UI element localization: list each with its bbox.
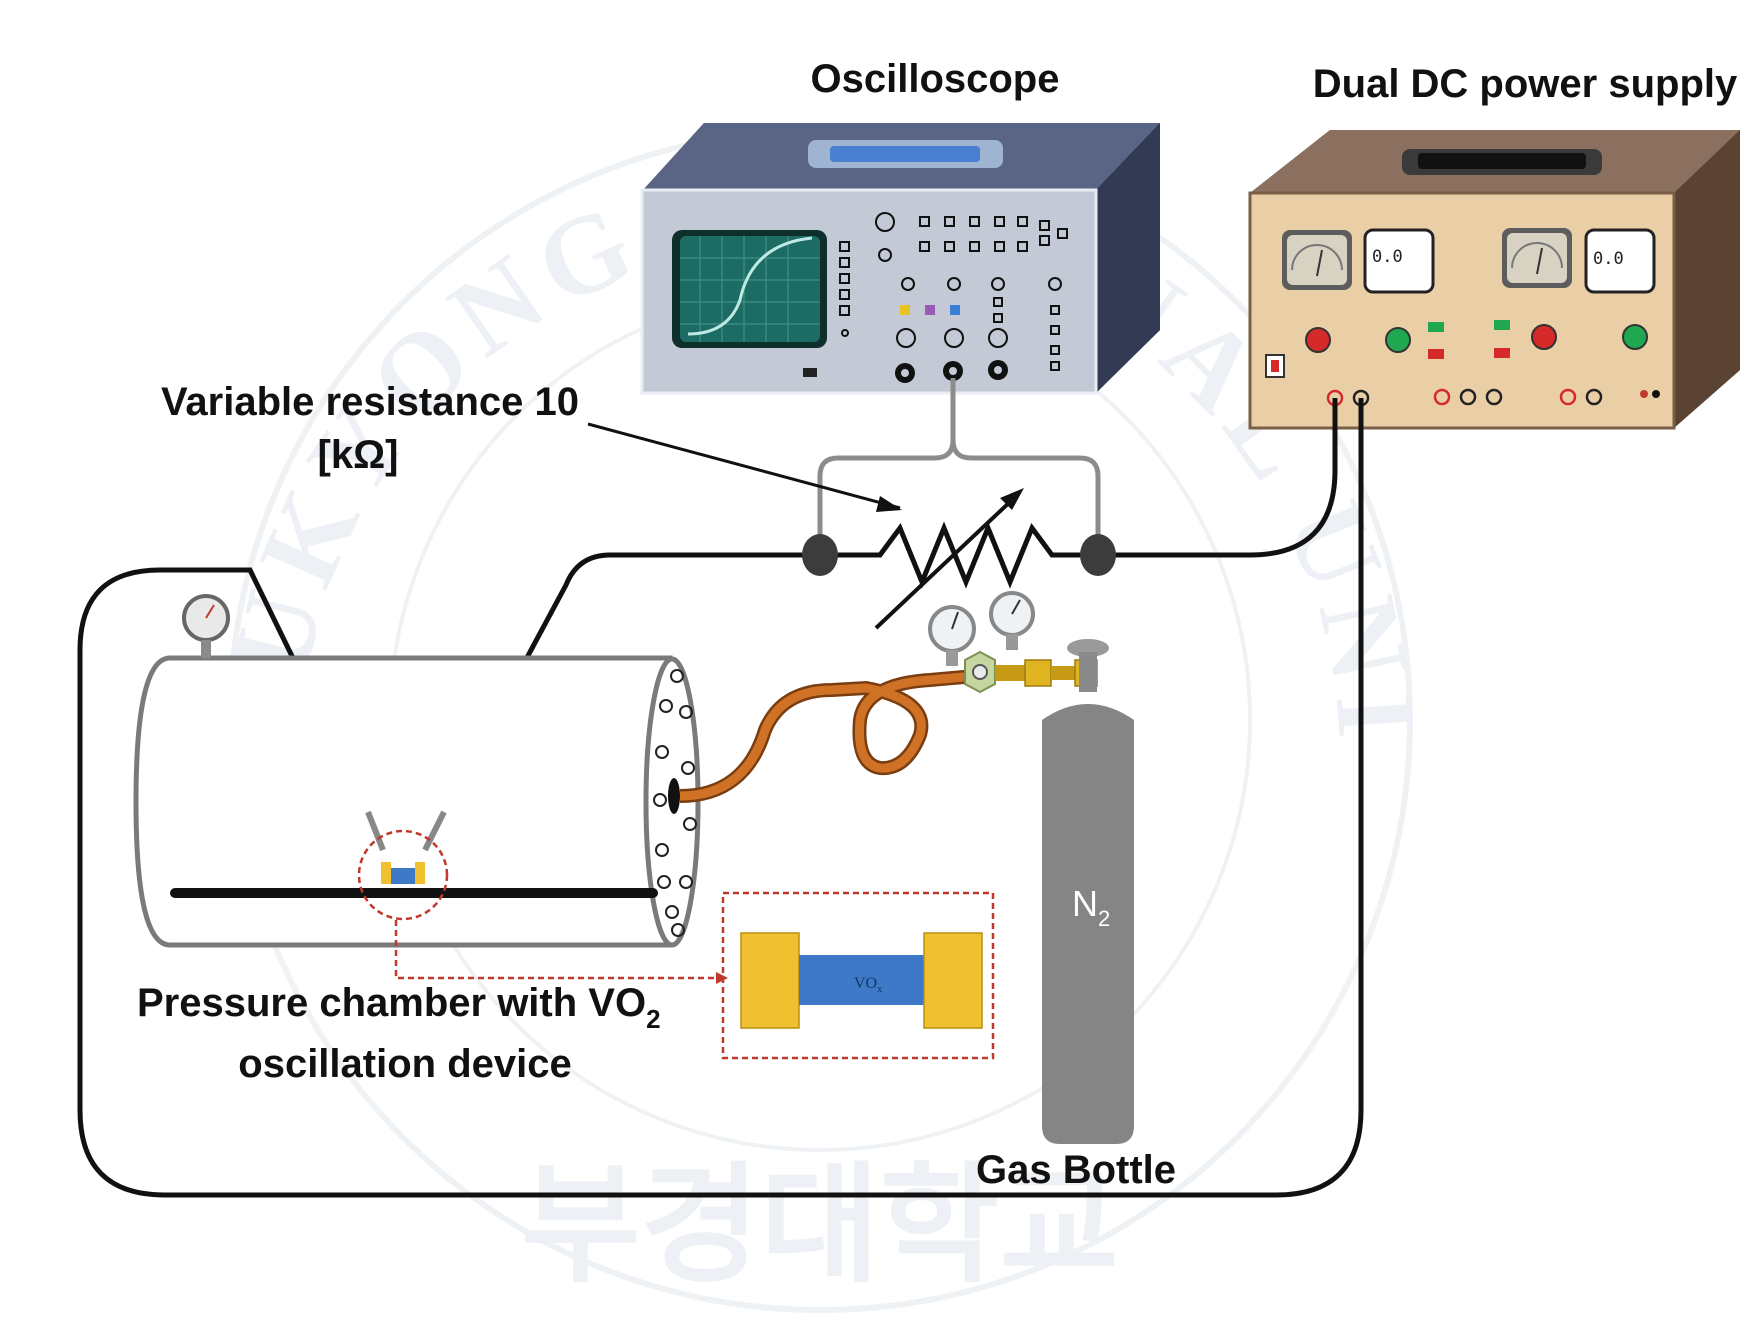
probe-tip-left [365,810,386,852]
circuit-wires [77,378,1364,1198]
ground-return-wire [77,398,1364,1198]
oscilloscope-controls [839,212,1068,371]
chamber-label-line1: Pressure chamber with VO2 [137,981,661,1034]
gas-bottle-label: Gas Bottle [976,1148,1176,1192]
chamber-label-line2: oscillation device [238,1042,571,1086]
callout-box [721,891,995,1060]
resistance-pointer [587,422,901,510]
resistor-zigzag [820,521,1098,589]
device-label: VOx [854,975,882,995]
sample-stage [170,888,658,898]
n2-gas-bottle: N2 [1042,639,1134,1144]
green-knob [1385,327,1411,353]
n2-label: N2 [1072,883,1110,931]
power-supply-label: Dual DC power supply [1313,62,1738,106]
resistance-label-line1: Variable resistance 10 [161,380,579,424]
probe-cable [817,378,956,555]
supply-positive-wire [1098,398,1338,558]
waveform-trace [687,236,813,336]
chamber-bolts [653,669,697,937]
gas-hose [679,671,976,801]
device-highlight-circle [357,829,449,921]
digital-display-left [1363,228,1435,294]
red-knob [1305,327,1331,353]
electrode-left [740,932,800,1029]
device-callout: VOx [394,891,995,1060]
oscilloscope [640,123,1160,395]
oscilloscope-probe-jacks [895,360,1008,383]
analog-meter-right [1502,228,1572,288]
display-left-value: 0.0 [1372,247,1403,267]
electrode-right [923,932,983,1029]
digital-display-right [1584,228,1656,294]
connection-node-left [802,534,838,576]
red-knob [1531,324,1557,350]
dc-power-supply: 0.0 0.0 [1248,130,1740,430]
variable-arrow [874,498,1014,630]
resistor-to-device-wire [441,552,820,814]
probe-tip-right [422,810,447,852]
oscilloscope-label: Oscilloscope [811,57,1060,101]
vo2-film [799,955,924,1005]
gas-inlet-port [668,778,680,814]
resistance-label-line2: [kΩ] [318,433,399,477]
pressure-chamber [133,594,701,948]
display-right-value: 0.0 [1593,249,1624,269]
watermark-korean-text: 부경대학교 [521,1149,1119,1301]
analog-meter-left [1282,230,1352,290]
connection-node-right [1080,534,1116,576]
green-knob [1622,324,1648,350]
gas-regulator [928,591,1098,694]
